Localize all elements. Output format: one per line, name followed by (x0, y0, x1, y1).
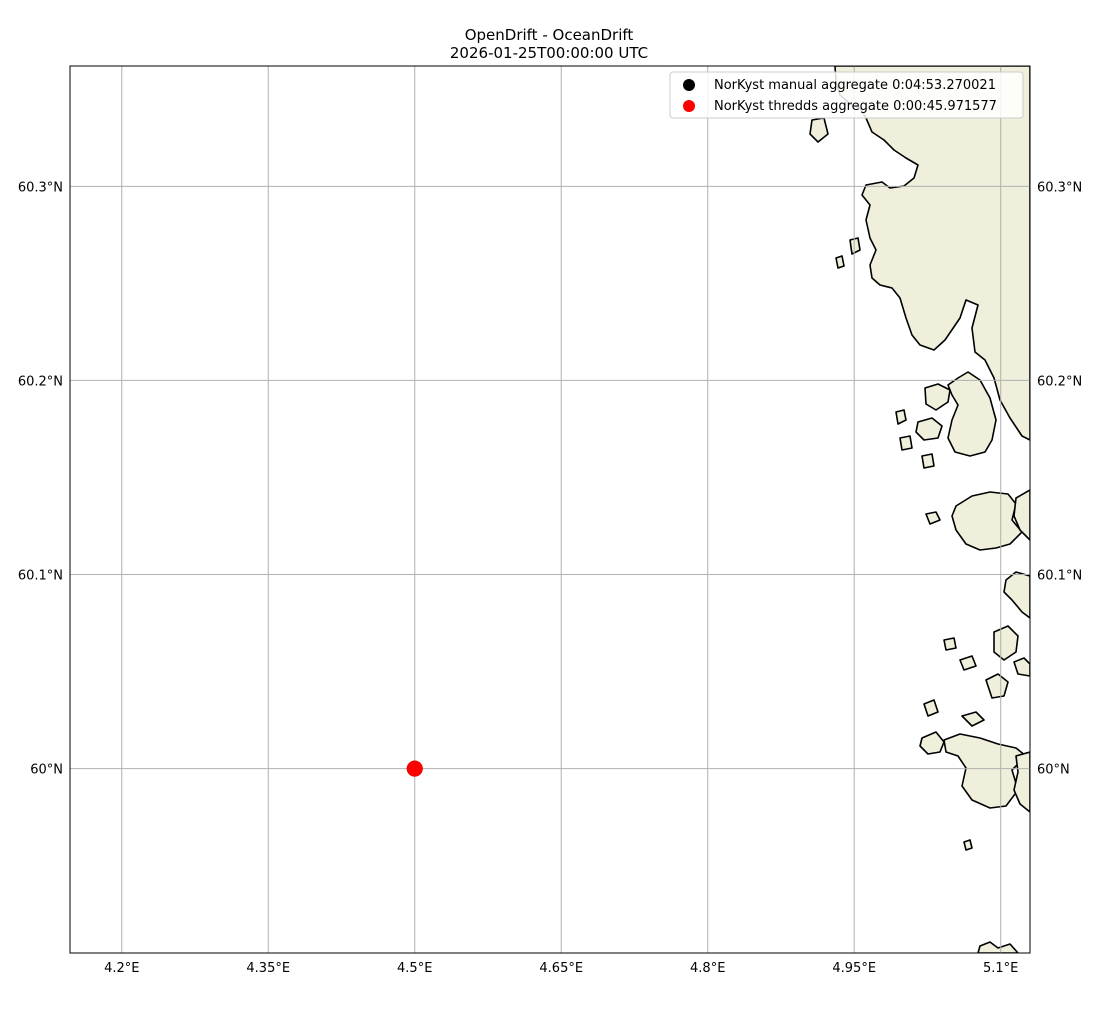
lat-tick-label-right: 60.3°N (1037, 180, 1082, 195)
island-small-1 (895, 409, 907, 425)
particle-marker-1 (406, 760, 423, 777)
island-south-west (919, 731, 945, 755)
island-large-east (951, 491, 1023, 551)
island-south-east-edge (1013, 751, 1030, 813)
island-cluster-b (915, 417, 943, 441)
legend-marker-thredds (683, 100, 695, 112)
map-subtitle: 2026-01-25T00:00:00 UTC (450, 44, 648, 62)
coastline-layer (809, 66, 1030, 953)
island-east-edge-2 (1003, 571, 1030, 619)
lon-tick-label: 4.95°E (832, 961, 876, 976)
particle-layer (406, 760, 423, 777)
island-small-5 (959, 655, 977, 671)
map-title: OpenDrift - OceanDrift (465, 26, 634, 44)
lat-tick-label-left: 60.2°N (18, 374, 63, 389)
island-small-7 (923, 699, 939, 717)
legend-marker-manual (683, 79, 695, 91)
lon-tick-label: 5.1°E (983, 961, 1018, 976)
lon-tick-label: 4.8°E (690, 961, 725, 976)
island-group-mid-3 (1013, 657, 1030, 677)
island-small-2 (899, 435, 913, 451)
legend-box (669, 71, 1024, 119)
island-small-4 (925, 511, 941, 525)
land-inlet-peninsula (947, 371, 997, 457)
lat-tick-label-left: 60.3°N (18, 180, 63, 195)
lat-tick-label-right: 60°N (1037, 763, 1070, 778)
lon-tick-label: 4.2°E (104, 961, 139, 976)
island-group-mid (993, 625, 1019, 661)
lat-tick-label-right: 60.2°N (1037, 374, 1082, 389)
island-small-6 (943, 637, 957, 651)
island-bottom-edge (977, 941, 1019, 953)
island-south-large (943, 733, 1027, 809)
land-north-coast (834, 66, 1030, 441)
lon-tick-label: 4.35°E (246, 961, 290, 976)
island-tiny-south (963, 839, 973, 851)
lat-tick-label-left: 60°N (30, 763, 63, 778)
tick-labels: 4.2°E 4.35°E 4.5°E 4.65°E 4.8°E 4.95°E 5.1°E 60… (18, 180, 1082, 976)
island-group-mid-2 (985, 673, 1009, 699)
lon-tick-label: 4.65°E (539, 961, 583, 976)
lon-tick-label: 4.5°E (397, 961, 432, 976)
map-frame (69, 65, 1031, 954)
island-cluster-a (924, 383, 951, 411)
island-small-3 (921, 453, 935, 469)
island-east-edge-1 (1013, 489, 1030, 541)
legend-label-manual: NorKyst manual aggregate 0:04:53.270021 (714, 78, 996, 93)
island-small-8 (961, 711, 985, 727)
legend: NorKyst manual aggregate 0:04:53.270021 … (669, 71, 1024, 119)
island-nw-small-3 (835, 255, 845, 269)
island-nw-small-2 (849, 237, 861, 255)
gridlines (70, 66, 1030, 953)
legend-label-thredds: NorKyst thredds aggregate 0:00:45.971577 (714, 99, 997, 114)
lat-tick-label-left: 60.1°N (18, 569, 63, 584)
lat-tick-label-right: 60.1°N (1037, 569, 1082, 584)
